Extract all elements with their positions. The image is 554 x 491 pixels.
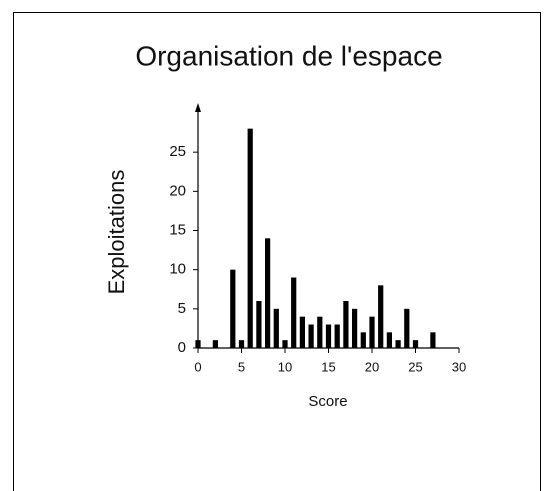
chart-title: Organisation de l'espace xyxy=(135,40,442,71)
bar xyxy=(334,324,340,348)
x-tick-label: 10 xyxy=(278,359,292,374)
bar xyxy=(404,308,410,348)
y-tick-label: 25 xyxy=(169,143,186,160)
bar xyxy=(360,332,366,348)
y-tick-label: 5 xyxy=(178,300,186,317)
frame xyxy=(13,12,541,491)
bar xyxy=(282,340,288,348)
bar xyxy=(291,277,297,348)
bar xyxy=(395,340,401,348)
y-tick-label: 15 xyxy=(169,221,186,238)
x-tick-label: 30 xyxy=(452,359,466,374)
bar xyxy=(325,324,332,348)
bar xyxy=(256,301,262,348)
x-tick-label: 0 xyxy=(194,359,201,374)
y-tick-label: 0 xyxy=(178,339,186,356)
bar xyxy=(212,340,219,348)
bar xyxy=(412,340,419,348)
bar xyxy=(317,316,323,348)
bar xyxy=(264,238,271,348)
bar xyxy=(273,308,279,348)
bar xyxy=(369,316,375,348)
bar xyxy=(299,316,306,348)
x-tick-label: 5 xyxy=(238,359,245,374)
bar xyxy=(378,285,384,348)
y-axis-arrow xyxy=(195,103,201,112)
y-tick-label: 20 xyxy=(169,182,186,199)
bar xyxy=(230,269,236,348)
x-tick-label: 25 xyxy=(408,359,422,374)
bar xyxy=(195,340,201,348)
bar xyxy=(308,324,314,348)
bar xyxy=(430,332,436,348)
bar xyxy=(238,340,245,348)
x-tick-label: 20 xyxy=(365,359,379,374)
y-tick-label: 10 xyxy=(169,261,186,278)
bar xyxy=(351,308,358,348)
bar xyxy=(386,332,393,348)
x-tick-label: 15 xyxy=(321,359,335,374)
y-axis-label: Exploitations xyxy=(104,170,129,295)
bar xyxy=(343,301,349,348)
bar xyxy=(247,128,253,348)
x-axis-label: Score xyxy=(308,393,347,410)
